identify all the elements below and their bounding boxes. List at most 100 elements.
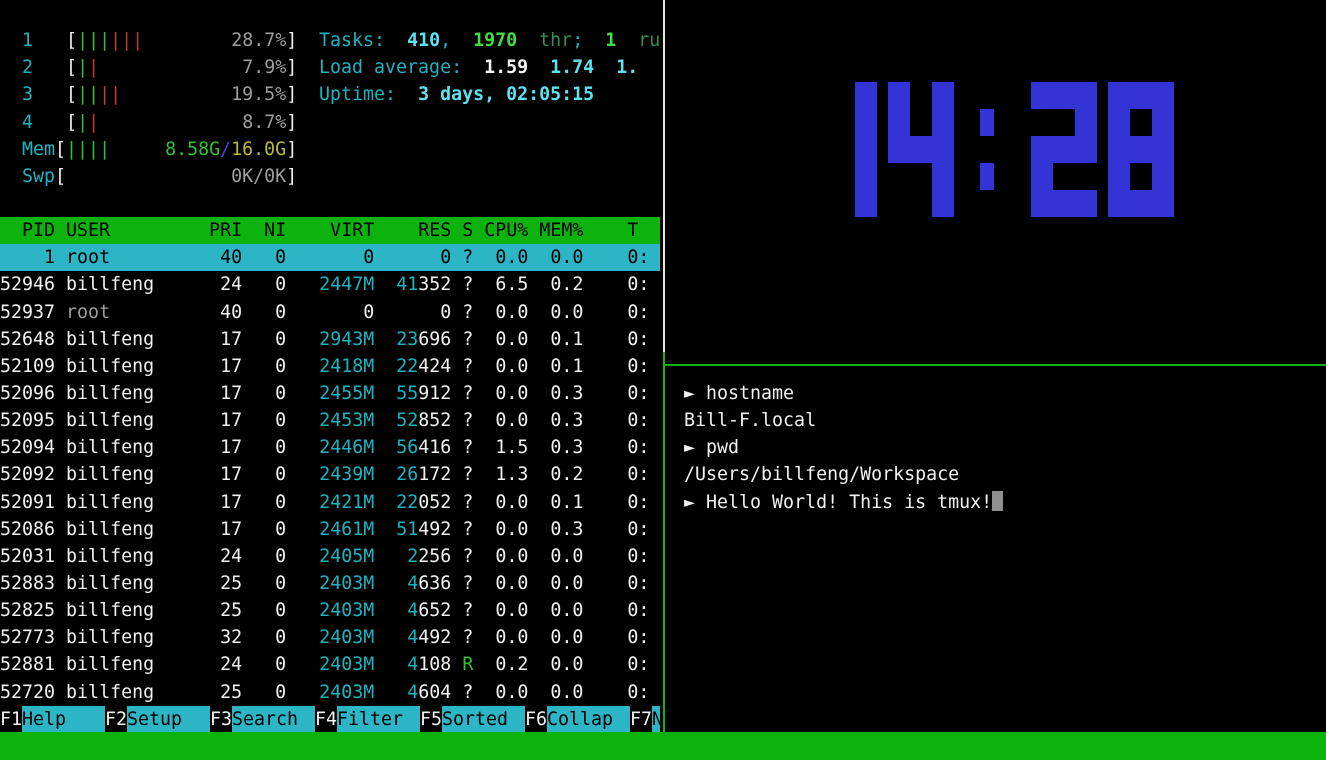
- clock-digit-cell: [1075, 82, 1097, 109]
- process-row[interactable]: 52720 billfeng 25 0 2403M 4604 ? 0.0 0.0…: [0, 681, 650, 703]
- clock-digit-cell: [1075, 190, 1097, 217]
- htop-summary: Tasks: 410, 1970 thr; 1 ru Load average: …: [319, 27, 660, 108]
- terminal-line: /Users/billfeng/Workspace: [671, 461, 1326, 488]
- clock-digit-cell: [1075, 136, 1097, 163]
- clock-digit-cell: [1152, 190, 1174, 217]
- swap-meter: Swp[ 0K/0K]: [0, 165, 298, 187]
- clock-digit-cell: [855, 190, 877, 217]
- clock-digit-cell: [1031, 82, 1053, 109]
- clock-digit-cell: [932, 136, 954, 163]
- clock-digit-cell: [888, 109, 910, 136]
- prompt-arrow-icon: ►: [684, 383, 707, 404]
- terminal-text: Bill-F.local: [684, 410, 817, 432]
- process-row[interactable]: 52825 billfeng 25 0 2403M 4652 ? 0.0 0.0…: [0, 600, 650, 622]
- fkey-f7[interactable]: F7: [630, 708, 653, 730]
- clock-digit-cell: [1031, 136, 1053, 163]
- process-row[interactable]: 52096 billfeng 17 0 2455M 55912 ? 0.0 0.…: [0, 382, 650, 404]
- clock-digit-cell: [1108, 163, 1130, 190]
- terminal-text: Hello World! This is tmux!: [706, 491, 993, 513]
- fkey-label-f3[interactable]: Search: [232, 705, 315, 733]
- terminal-text: pwd: [706, 437, 740, 459]
- clock-digit-cell: [855, 136, 877, 163]
- fkey-f5[interactable]: F5: [420, 708, 443, 730]
- fkey-label-f5[interactable]: Sorted: [442, 705, 525, 733]
- fkey-label-f6[interactable]: Collap: [547, 705, 630, 733]
- process-row[interactable]: 52031 billfeng 24 0 2405M 2256 ? 0.0 0.0…: [0, 545, 650, 567]
- cpu-meter-2: 2 [|| 7.9%]: [0, 57, 298, 79]
- clock-digit-cell: [1152, 109, 1174, 136]
- clock-digit-cell: [1053, 82, 1075, 109]
- fkey-label-f2[interactable]: Setup: [127, 705, 210, 733]
- clock-digit-cell: [855, 109, 877, 136]
- clock-digit-cell: [932, 163, 954, 190]
- fkey-f1[interactable]: F1: [0, 708, 23, 730]
- process-row[interactable]: 52881 billfeng 24 0 2403M 4108 R 0.2 0.0…: [0, 654, 650, 676]
- cpu-meter-4: 4 [|| 8.7%]: [0, 111, 298, 133]
- clock-digit-cell: [1152, 82, 1174, 109]
- terminal-cursor[interactable]: [992, 490, 1004, 511]
- cpu-meter-3: 3 [|||| 19.5%]: [0, 84, 298, 106]
- clock-digit-cell: [932, 82, 954, 109]
- clock-digit-cell: [932, 109, 954, 136]
- process-row[interactable]: 52946 billfeng 24 0 2447M 41352 ? 6.5 0.…: [0, 274, 650, 296]
- clock-digit-cell: [1152, 136, 1174, 163]
- clock-digit-cell: [1130, 190, 1152, 217]
- blank-line: [0, 190, 660, 217]
- clock-digit-cell: [888, 82, 910, 109]
- load-average: Load average: 1.59 1.74 1.: [319, 57, 639, 79]
- clock-digit-cell: [1108, 136, 1130, 163]
- process-row[interactable]: 52937 root 40 0 0 0 ? 0.0 0.0 0:: [0, 301, 650, 323]
- process-row[interactable]: 52773 billfeng 32 0 2403M 4492 ? 0.0 0.0…: [0, 627, 650, 649]
- clock-digit-cell: [932, 190, 954, 217]
- fkey-label-f7[interactable]: N: [652, 705, 660, 733]
- pane-border-horizontal-active: [663, 364, 1326, 366]
- clock-digit-cell: [1108, 82, 1130, 109]
- clock-digit-cell: [888, 136, 910, 163]
- terminal-line: ► Hello World! This is tmux!: [671, 489, 1326, 516]
- process-row[interactable]: 52094 billfeng 17 0 2446M 56416 ? 1.5 0.…: [0, 437, 650, 459]
- shell-pane[interactable]: ► hostname Bill-F.local ► pwd/Users/billfe…: [671, 367, 1326, 732]
- prompt-arrow-icon: ►: [684, 491, 707, 513]
- clock-digit-cell: [1130, 136, 1152, 163]
- clock-colon-dot: [980, 109, 994, 136]
- fkey-bar: F1 Help F2 Setup F3 Search F4 Filter F5 Sorted F6 C…: [0, 705, 660, 733]
- process-row[interactable]: 52095 billfeng 17 0 2453M 52852 ? 0.0 0.…: [0, 410, 650, 432]
- blank-line: [0, 0, 660, 27]
- clock-digit-cell: [1075, 109, 1097, 136]
- terminal-text: /Users/billfeng/Workspace: [684, 464, 960, 486]
- htop-pane[interactable]: 1 [|||||| 28.7%] 2 [|| 7.9%] 3 [|||| 19.…: [0, 0, 660, 733]
- clock-digit-cell: [1130, 82, 1152, 109]
- process-row[interactable]: 52091 billfeng 17 0 2421M 22052 ? 0.0 0.…: [0, 491, 650, 513]
- fkey-f6[interactable]: F6: [525, 708, 548, 730]
- fkey-label-f4[interactable]: Filter: [337, 705, 420, 733]
- clock-digit-cell: [1108, 109, 1130, 136]
- process-row[interactable]: 52883 billfeng 25 0 2403M 4636 ? 0.0 0.0…: [0, 572, 650, 594]
- prompt-arrow-icon: ►: [684, 437, 707, 459]
- clock-digit-cell: [910, 136, 932, 163]
- clock-digit-cell: [1108, 190, 1130, 217]
- pane-border-vertical-inactive: [663, 0, 665, 352]
- fkey-f4[interactable]: F4: [315, 708, 338, 730]
- process-row[interactable]: 52648 billfeng 17 0 2943M 23696 ? 0.0 0.…: [0, 328, 650, 350]
- clock-pane[interactable]: [671, 0, 1326, 364]
- process-row[interactable]: 1 root 40 0 0 0 ? 0.0 0.0 0:: [0, 244, 660, 272]
- clock-digit-cell: [1031, 163, 1053, 190]
- process-row[interactable]: 52109 billfeng 17 0 2418M 22424 ? 0.0 0.…: [0, 355, 650, 377]
- process-row[interactable]: 52086 billfeng 17 0 2461M 51492 ? 0.0 0.…: [0, 518, 650, 540]
- process-row[interactable]: 52092 billfeng 17 0 2439M 26172 ? 1.3 0.…: [0, 464, 650, 486]
- clock-digit-cell: [1152, 163, 1174, 190]
- terminal-line: Bill-F.local: [671, 407, 1326, 434]
- clock-digit-cell: [1053, 190, 1075, 217]
- process-table-header[interactable]: PID USER PRI NI VIRT RES S CPU% MEM% T: [0, 217, 660, 245]
- clock-digit-cell: [1031, 190, 1053, 217]
- tasks-summary: Tasks: 410, 1970 thr; 1 ru: [319, 30, 660, 52]
- fkey-label-f1[interactable]: Help: [22, 705, 105, 733]
- pane-border-vertical-active: [663, 352, 665, 732]
- fkey-f3[interactable]: F3: [210, 708, 233, 730]
- fkey-f2[interactable]: F2: [105, 708, 128, 730]
- uptime: Uptime: 3 days, 02:05:15: [319, 84, 595, 106]
- tmux-status-bar: [0] 0:bash 1:bash 2:bash- 3:bash* "Bill-…: [0, 732, 1326, 760]
- clock-colon-dot: [980, 163, 994, 190]
- cpu-meter-1: 1 [|||||| 28.7%]: [0, 30, 298, 52]
- memory-meter: Mem[|||| 8.58G/16.0G]: [0, 138, 298, 160]
